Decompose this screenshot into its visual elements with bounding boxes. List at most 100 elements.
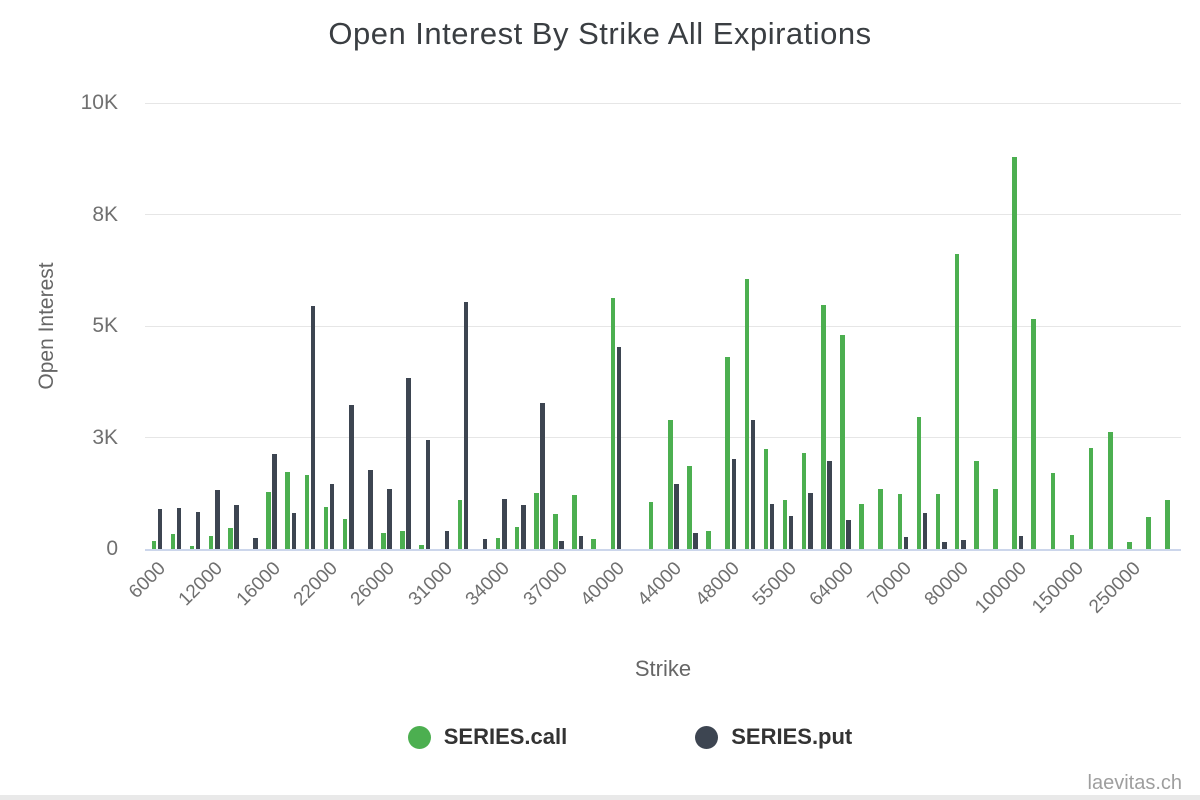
bar-call[interactable] (1012, 156, 1017, 549)
bar-call[interactable] (381, 533, 386, 549)
gridline (145, 102, 1181, 104)
bar-put[interactable] (215, 489, 220, 549)
gridline (145, 325, 1181, 327)
y-tick-label: 3K (92, 425, 118, 449)
bar-call[interactable] (419, 545, 424, 549)
bar-put[interactable] (961, 540, 966, 549)
bar-put[interactable] (502, 499, 507, 549)
bar-call[interactable] (878, 488, 883, 549)
bar-put[interactable] (750, 420, 756, 549)
chart-title: Open Interest By Strike All Expirations (328, 16, 872, 51)
bar-put[interactable] (903, 536, 909, 549)
bar-call[interactable] (553, 513, 558, 549)
bar-put[interactable] (349, 405, 354, 549)
bar-call[interactable] (859, 503, 864, 549)
bar-call[interactable] (342, 518, 348, 549)
legend-label-put: SERIES.put (731, 724, 853, 749)
bar-put[interactable] (1018, 535, 1024, 549)
bar-put[interactable] (176, 507, 182, 549)
call-series-marker-icon (407, 725, 431, 749)
bar-call[interactable] (974, 461, 979, 549)
bar-call[interactable] (591, 539, 596, 549)
y-tick-label: 5K (92, 314, 118, 337)
bar-put[interactable] (195, 511, 201, 549)
legend: SERIES.call SERIES.put (30, 724, 1200, 750)
bar-put[interactable] (693, 533, 698, 549)
bar-put[interactable] (521, 504, 526, 549)
bar-call[interactable] (954, 253, 960, 549)
bar-put[interactable] (808, 493, 813, 549)
bar-call[interactable] (610, 298, 616, 549)
bar-put[interactable] (444, 531, 450, 549)
bar-call[interactable] (1050, 473, 1056, 549)
bar-put[interactable] (559, 540, 564, 549)
bar-call[interactable] (495, 538, 501, 549)
bar-put[interactable] (272, 454, 277, 549)
bar-put[interactable] (387, 488, 392, 549)
bar-put[interactable] (769, 504, 775, 549)
bar-put[interactable] (731, 458, 737, 549)
bar-call[interactable] (1146, 516, 1151, 549)
bar-put[interactable] (827, 460, 832, 549)
bar-put[interactable] (253, 538, 258, 549)
bar-call[interactable] (840, 335, 845, 549)
bar-put[interactable] (616, 346, 622, 549)
bar-call[interactable] (993, 488, 998, 549)
bar-call[interactable] (725, 357, 730, 549)
watermark: laevitas.ch (1087, 772, 1183, 794)
bar-put[interactable] (788, 515, 794, 549)
bar-call[interactable] (763, 448, 769, 549)
bar-call[interactable] (897, 494, 903, 549)
bar-call[interactable] (1031, 319, 1036, 549)
bar-call[interactable] (228, 528, 233, 549)
bar-put[interactable] (406, 377, 411, 549)
bar-put[interactable] (578, 536, 584, 549)
bar-put[interactable] (674, 484, 679, 549)
bar-call[interactable] (514, 527, 520, 549)
bar-put[interactable] (310, 305, 316, 549)
bar-call[interactable] (935, 494, 941, 549)
bar-call[interactable] (266, 492, 271, 549)
bar-call[interactable] (151, 541, 156, 549)
bar-call[interactable] (1108, 431, 1113, 549)
bar-put[interactable] (922, 513, 928, 549)
bar-put[interactable] (368, 470, 373, 549)
bar-call[interactable] (1127, 542, 1132, 549)
bar-call[interactable] (572, 495, 577, 549)
legend-item-call[interactable]: SERIES.call (407, 724, 567, 750)
bar-call[interactable] (782, 499, 788, 549)
bar-call[interactable] (170, 534, 176, 549)
y-tick-label: 10K (80, 91, 118, 114)
bar-call[interactable] (1088, 447, 1094, 549)
bar-call[interactable] (189, 546, 195, 549)
bar-call[interactable] (821, 304, 826, 549)
bar-put[interactable] (846, 520, 851, 549)
bar-call[interactable] (304, 474, 310, 549)
legend-item-put[interactable]: SERIES.put (695, 724, 852, 750)
bar-call[interactable] (457, 499, 463, 549)
bar-call[interactable] (687, 466, 692, 549)
bar-call[interactable] (916, 417, 922, 549)
bar-put[interactable] (540, 403, 545, 549)
bar-put[interactable] (234, 505, 239, 549)
bar-put[interactable] (482, 539, 488, 549)
x-axis-title: Strike (634, 656, 692, 681)
bar-call[interactable] (668, 419, 673, 549)
bar-call[interactable] (1069, 534, 1075, 549)
bar-call[interactable] (706, 531, 711, 549)
bar-put[interactable] (463, 302, 469, 549)
bar-put[interactable] (157, 508, 163, 549)
bar-call[interactable] (323, 507, 329, 549)
bar-call[interactable] (744, 279, 750, 549)
bar-put[interactable] (425, 439, 431, 549)
bar-call[interactable] (400, 531, 405, 549)
bar-put[interactable] (291, 512, 297, 549)
bar-call[interactable] (208, 536, 214, 549)
bar-call[interactable] (285, 472, 290, 549)
bar-put[interactable] (942, 542, 947, 549)
bar-put[interactable] (329, 484, 335, 549)
bar-call[interactable] (534, 493, 539, 549)
bar-call[interactable] (648, 502, 654, 549)
bar-call[interactable] (801, 453, 807, 549)
bar-call[interactable] (1165, 499, 1170, 549)
